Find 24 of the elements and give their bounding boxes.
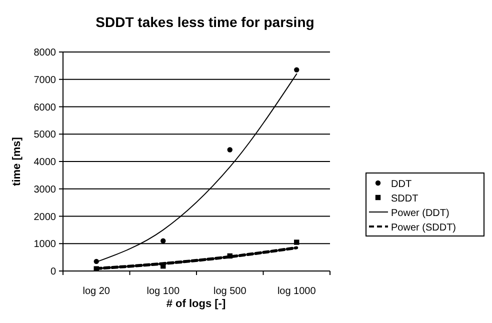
legend-label: SDDT [391,194,418,204]
y-tick-label: 1000 [34,239,56,250]
y-tick-label: 6000 [34,102,56,114]
y-tick-label: 7000 [34,74,56,86]
legend-label: Power (SDDT) [391,222,456,234]
x-tick-label: log 1000 [277,286,316,297]
legend-label: DDT [391,179,412,190]
y-tick-label: 4000 [34,157,56,168]
y-axis-title: time [ms] [11,136,23,186]
x-tick-label: log 100 [146,286,180,297]
point [160,238,166,244]
y-tick-label: 2000 [34,212,56,223]
x-tick-label: log 20 [82,286,110,297]
y-tick-label: 5000 [34,130,56,141]
point [294,240,300,245]
point [227,147,232,152]
point [294,67,300,72]
x-tick-label: log 500 [213,286,247,297]
x-axis-title: # of logs [-] [166,298,226,310]
y-tick-label: 0 [50,266,56,278]
y-tick-label: 3000 [34,184,56,196]
legend-label: Power (DDT) [391,208,450,219]
chart-title: SDDT takes less time for parsing [96,14,314,30]
y-tick-label: 8000 [34,48,56,58]
